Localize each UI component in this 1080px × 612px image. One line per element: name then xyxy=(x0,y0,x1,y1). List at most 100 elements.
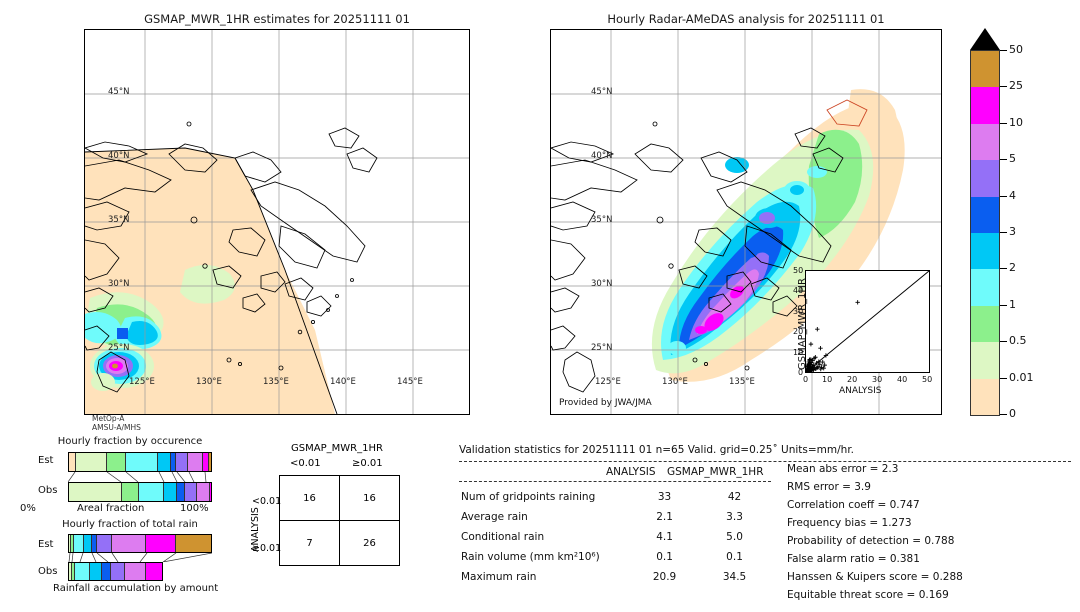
colorbar-tick xyxy=(1000,377,1007,379)
scatter-point xyxy=(814,365,820,371)
scatter-ytick-30: 30 xyxy=(793,307,804,316)
occurrence-obs-bar xyxy=(68,482,212,502)
score-frequency-bias: Frequency bias = 1.273 xyxy=(787,517,912,529)
left-map-graphics xyxy=(85,30,469,414)
gsmap-estimate-map: 45°N 40°N 35°N 30°N 25°N 125°E 130°E 135… xyxy=(84,29,470,415)
colorbar-tick xyxy=(1000,341,1007,343)
fraction-segment xyxy=(76,453,108,471)
fraction-segment xyxy=(171,453,177,471)
right-lat-tick-35n: 35°N xyxy=(591,215,613,225)
fraction-segment xyxy=(146,563,162,580)
contingency-cell-1-0: 7 xyxy=(279,520,340,566)
stat-analysis-average-rain: 2.1 xyxy=(656,511,673,523)
total-rain-connector-lines xyxy=(68,553,212,562)
colorbar-tick xyxy=(1000,232,1007,233)
fraction-segment xyxy=(102,563,111,580)
total-rain-est-label: Est xyxy=(38,539,54,550)
contingency-cell-0-0: 16 xyxy=(279,475,340,521)
right-panel-title: Hourly Radar-AMeDAS analysis for 2025111… xyxy=(607,12,885,26)
contingency-col-header-lt: <0.01 xyxy=(290,458,321,469)
radar-amedas-map: 45°N 40°N 35°N 30°N 25°N 125°E 130°E 135… xyxy=(550,29,942,415)
fraction-segment xyxy=(92,535,98,552)
scatter-point xyxy=(820,359,825,365)
validation-col-analysis: ANALYSIS xyxy=(606,466,656,478)
score-mean-abs-error: Mean abs error = 2.3 xyxy=(787,463,899,475)
scatter-xtick-40: 40 xyxy=(897,375,908,384)
left-lat-tick-30n: 30°N xyxy=(108,279,130,289)
fraction-segment xyxy=(69,535,72,552)
fraction-segment xyxy=(107,453,126,471)
scatter-xtick-0: 0 xyxy=(803,375,809,384)
scatter-point xyxy=(811,367,816,373)
table-row: Maximum rain 20.9 34.5 xyxy=(461,568,769,586)
table-row: Rain volume (mm km²10⁶) 0.1 0.1 xyxy=(461,548,769,566)
fraction-segment xyxy=(185,483,197,501)
contingency-col-header-ge: ≥0.01 xyxy=(352,458,383,469)
left-lon-tick-125e: 125°E xyxy=(129,377,155,387)
scatter-point xyxy=(814,360,819,366)
validation-col-gsmap: GSMAP_MWR_1HR xyxy=(667,466,764,478)
fraction-segment xyxy=(176,453,188,471)
left-lon-tick-135e: 135°E xyxy=(263,377,289,387)
fraction-segment xyxy=(208,453,211,471)
scatter-xtick-30: 30 xyxy=(872,375,883,384)
fraction-segment xyxy=(97,535,113,552)
score-hanssen-kuipers: Hanssen & Kuipers score = 0.288 xyxy=(787,571,963,583)
occurrence-axis-min: 0% xyxy=(20,503,36,514)
scatter-xtick-50: 50 xyxy=(922,375,933,384)
contingency-table-title: GSMAP_MWR_1HR xyxy=(291,443,383,454)
stat-gsmap-gridpoints: 42 xyxy=(727,491,742,503)
fraction-segment xyxy=(90,563,103,580)
colorbar-segment xyxy=(971,196,999,233)
stat-label-rain-volume: Rain volume (mm km²10⁶) xyxy=(461,551,600,563)
table-row: Num of gridpoints raining 33 42 xyxy=(461,488,769,506)
fraction-segment xyxy=(69,483,122,501)
stat-gsmap-maximum-rain: 34.5 xyxy=(722,571,747,583)
colorbar-segment xyxy=(971,87,999,124)
data-credit: Provided by JWA/JMA xyxy=(559,398,652,408)
colorbar-segment xyxy=(971,342,999,379)
precipitation-colorbar xyxy=(970,28,1000,418)
fraction-segment xyxy=(203,453,209,471)
colorbar-segment xyxy=(971,305,999,343)
total-rain-axis-label: Rainfall accumulation by amount xyxy=(53,583,219,594)
total-rain-est-bar xyxy=(68,534,212,553)
table-row: Average rain 2.1 3.3 xyxy=(461,508,769,526)
colorbar-tick xyxy=(1000,50,1007,51)
left-lat-tick-45n: 45°N xyxy=(108,87,130,97)
stat-label-gridpoints: Num of gridpoints raining xyxy=(461,491,596,503)
contingency-table: 16 16 7 26 xyxy=(279,475,400,566)
score-rms-error: RMS error = 3.9 xyxy=(787,481,871,493)
validation-divider-top xyxy=(459,461,1071,462)
table-row: Conditional rain 4.1 5.0 xyxy=(461,528,769,546)
fraction-segment xyxy=(125,453,159,471)
colorbar-label: 25 xyxy=(1009,79,1023,93)
occurrence-chart-title: Hourly fraction by occurence xyxy=(57,436,203,447)
scatter-point xyxy=(810,363,815,369)
table-row: 7 26 xyxy=(279,520,400,566)
scatter-point xyxy=(855,300,860,305)
colorbar-tick xyxy=(1000,414,1007,415)
occurrence-est-bar xyxy=(68,452,212,472)
right-map-graphics xyxy=(551,30,941,414)
contingency-cell-1-1: 26 xyxy=(339,520,400,566)
scatter-point xyxy=(821,365,826,371)
colorbar-tick xyxy=(1000,122,1007,124)
fraction-segment xyxy=(176,483,186,501)
scatter-xtick-20: 20 xyxy=(847,375,858,384)
scatter-point xyxy=(817,362,822,367)
colorbar-tick xyxy=(1000,86,1007,88)
validation-header: Validation statistics for 20251111 01 n=… xyxy=(459,444,855,456)
left-panel-title: GSMAP_MWR_1HR estimates for 20251111 01 xyxy=(144,12,410,26)
stat-analysis-rain-volume: 0.1 xyxy=(656,551,673,563)
fraction-segment xyxy=(110,563,126,580)
colorbar-tick xyxy=(1000,159,1007,161)
table-row: 16 16 xyxy=(279,475,400,521)
colorbar-tick xyxy=(1000,268,1007,270)
stat-label-maximum-rain: Maximum rain xyxy=(461,571,537,583)
total-rain-obs-bar xyxy=(68,562,163,581)
colorbar-segment xyxy=(971,233,999,270)
score-probability-of-detection: Probability of detection = 0.788 xyxy=(787,535,955,547)
stat-gsmap-conditional-rain: 5.0 xyxy=(726,531,743,543)
fraction-segment xyxy=(73,535,84,552)
